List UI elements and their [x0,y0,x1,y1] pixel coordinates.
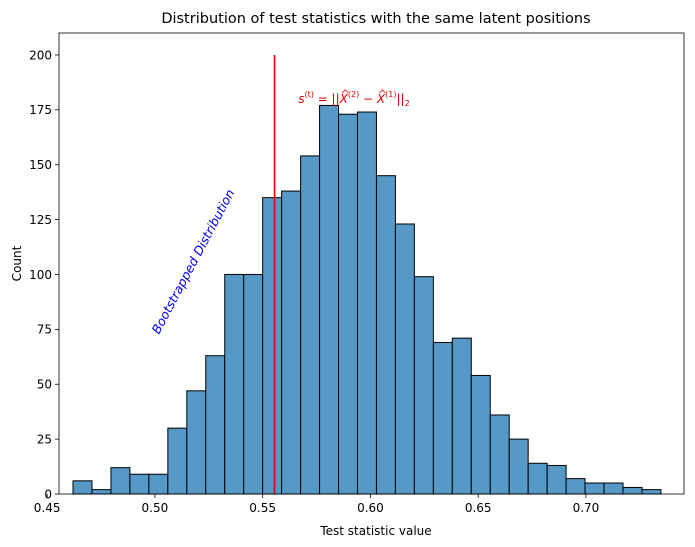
formula-s: s [298,92,304,106]
formula-sub-2: 2 [405,99,410,108]
x-axis-label: Test statistic value [319,524,431,538]
histogram-bar [262,197,283,495]
histogram-bar [394,223,415,495]
histogram-bar [489,414,510,495]
histogram-bar [148,473,169,495]
histogram-bar [622,486,643,495]
y-tick-label: 100 [29,268,52,282]
x-axis-ticks: 0.45 0.50 0.55 0.60 0.65 0.70 [34,494,600,515]
plot-area-frame [58,32,685,495]
histogram-bar [432,342,453,495]
y-axis-label: Count [10,245,24,281]
y-tick-label: 175 [29,103,52,117]
histogram-bar [319,104,340,495]
histogram-bar [186,390,207,495]
bootstrapped-distribution-annotation: Bootstrapped Distribution [148,187,237,337]
histogram-bar [224,273,245,495]
formula-xhat-1: X [376,92,386,106]
formula-xhat-2: X [339,92,349,106]
histogram-bar [584,482,605,495]
formula-hat-accent [341,89,349,94]
y-tick-label: 125 [29,213,52,227]
formula-sup-2: (2) [348,90,359,99]
y-tick-label: 200 [29,48,52,62]
y-tick-label: 75 [37,323,52,337]
x-tick-label: 0.65 [465,501,492,515]
histogram-bar [281,190,302,495]
x-tick-label: 0.50 [142,501,169,515]
x-tick-label: 0.60 [357,501,384,515]
histogram-bar [603,482,624,495]
histogram-bar [300,155,321,495]
histogram-bar [470,374,491,495]
histogram-bar [167,427,188,495]
histogram-bar [243,273,264,495]
histogram-bar [91,489,112,495]
chart-title: Distribution of test statistics with the… [161,11,590,27]
formula-minus: − [359,92,377,106]
formula-equals: = || [314,92,340,106]
histogram-bar [72,480,93,495]
histogram-bar [129,473,150,495]
histogram-bar [205,355,226,495]
histogram-bar [356,111,377,495]
histogram-bar [413,276,434,495]
x-tick-label: 0.70 [573,501,600,515]
histogram-bar [565,478,586,495]
y-tick-label: 0 [44,487,52,501]
histogram-bar [110,467,131,495]
histogram-bar [508,438,529,495]
y-tick-label: 50 [37,378,52,392]
histogram-bars [72,104,662,495]
histogram-bar [375,175,396,495]
histogram-bar [338,113,358,495]
histogram-bar [527,462,548,495]
formula-norm-bars: || [397,92,405,106]
formula-sup-1: (1) [385,90,396,99]
histogram-bar [451,337,472,495]
y-tick-label: 150 [29,158,52,172]
histogram-bar [546,464,567,495]
histogram-bar [641,489,662,495]
x-tick-label: 0.55 [249,501,276,515]
x-tick-label: 0.45 [34,501,61,515]
y-axis-ticks: 0 25 50 75 100 125 150 175 200 [29,48,59,501]
formula-hat-accent [379,89,386,94]
formula-sup-t: (t) [304,90,313,99]
test-statistic-formula-annotation: s(t) = ||X(2) − X(1)||2 [298,90,409,108]
y-tick-label: 25 [37,432,52,446]
